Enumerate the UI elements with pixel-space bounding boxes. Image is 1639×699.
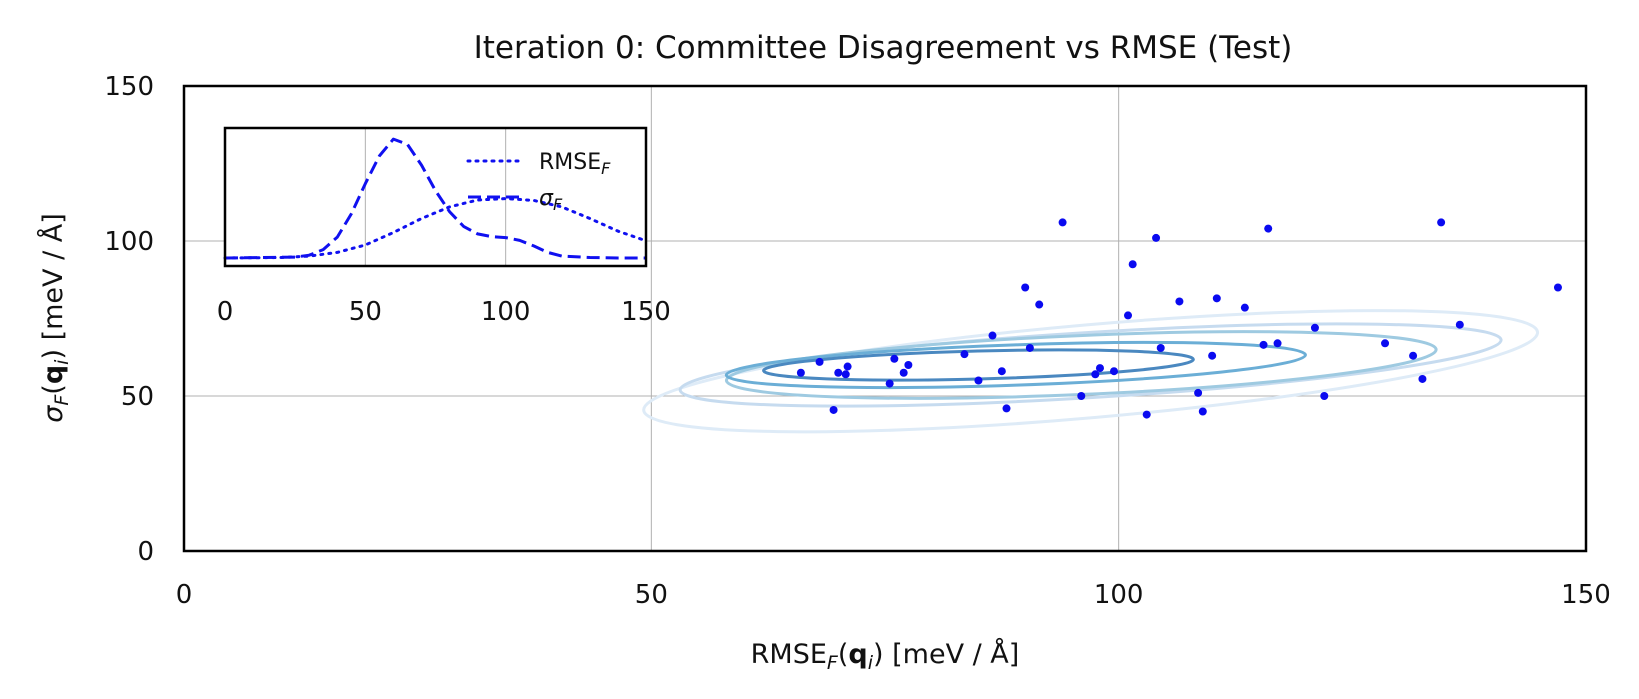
- density-contours: [642, 309, 1540, 434]
- scatter-point: [834, 368, 843, 377]
- scatter-point: [1142, 410, 1151, 419]
- scatter-point: [960, 350, 969, 359]
- scatter-point: [1553, 283, 1562, 292]
- scatter-point: [1058, 218, 1067, 227]
- main-plot-frame: [182, 84, 1588, 553]
- scatter-point: [1208, 351, 1217, 360]
- scatter-point: [1310, 323, 1319, 332]
- scatter-point: [1409, 351, 1418, 360]
- scatter-point: [904, 361, 913, 369]
- y-axis-label-q: q: [38, 365, 69, 384]
- inset-x-tick-label: 50: [349, 297, 382, 327]
- y-axis-label-paren: (: [38, 384, 69, 395]
- chart-title: Iteration 0: Committee Disagreement vs R…: [474, 30, 1293, 66]
- scatter-point: [1240, 303, 1249, 312]
- scatter-point: [1021, 283, 1030, 292]
- scatter-point: [885, 379, 894, 388]
- scatter-point: [1437, 218, 1446, 227]
- scatter-point: [796, 368, 805, 377]
- x-axis-label: RMSEF(qi) [meV / Å]: [751, 638, 1020, 674]
- main-y-tick-label: 0: [137, 537, 154, 567]
- legend-rmse-sub: F: [601, 159, 611, 178]
- scatter-point: [1175, 297, 1184, 306]
- y-axis-label: σF(qi) [meV / Å]: [37, 213, 73, 423]
- main-y-tick-label: 50: [121, 382, 154, 412]
- inset-x-tick-label: 0: [217, 297, 234, 327]
- y-axis-label-main: σ: [38, 405, 69, 423]
- scatter-point: [1128, 260, 1137, 269]
- scatter-point: [841, 370, 850, 379]
- scatter-point: [1194, 388, 1203, 397]
- x-axis-label-q: q: [848, 639, 867, 670]
- inset-plot-frame: [223, 126, 648, 268]
- scatter-point: [1095, 364, 1104, 373]
- contour-level-4: [724, 340, 1307, 390]
- scatter-point: [1109, 367, 1118, 376]
- main-y-tick-labels: 0 50 100 150: [104, 72, 154, 567]
- legend-sigma-main: σ: [539, 186, 554, 211]
- scatter-point: [829, 405, 838, 414]
- inset-legend: RMSEF σF: [466, 150, 611, 214]
- legend-rmse-main: RMSE: [539, 150, 601, 175]
- scatter-point: [1198, 407, 1207, 416]
- x-axis-label-sub: F: [827, 652, 839, 674]
- x-axis-label-unit: ) [meV / Å]: [873, 638, 1019, 670]
- inset-gridlines: [364, 128, 507, 266]
- scatter-point: [988, 331, 997, 340]
- inset-density-lines: [223, 137, 648, 260]
- main-x-tick-labels: 0 50 100 150: [176, 580, 1611, 610]
- inset-x-tick-labels: 0 50 100 150: [217, 297, 671, 327]
- y-axis-label-unit: ) [meV / Å]: [37, 213, 69, 359]
- main-x-tick-label: 100: [1094, 580, 1144, 610]
- scatter-point: [1091, 370, 1100, 379]
- main-x-tick-label: 50: [635, 580, 668, 610]
- scatter-point: [1152, 233, 1161, 242]
- legend-sigma-sub: F: [553, 195, 563, 214]
- scatter-point: [1124, 311, 1133, 320]
- scatter-point: [1381, 339, 1390, 348]
- x-axis-label-paren: (: [838, 639, 849, 670]
- contour-level-2: [678, 322, 1503, 408]
- scatter-points: [796, 218, 1562, 419]
- scatter-point: [899, 368, 908, 377]
- scatter-point: [1320, 392, 1329, 400]
- scatter-point: [974, 376, 983, 385]
- main-y-tick-label: 150: [104, 72, 154, 102]
- scatter-point: [1418, 374, 1427, 383]
- x-axis-label-i: i: [868, 652, 874, 674]
- y-axis-label-i: i: [51, 359, 73, 365]
- scatter-point: [1156, 343, 1165, 352]
- main-x-tick-label: 150: [1561, 580, 1611, 610]
- legend-label-sigma: σF: [539, 186, 563, 214]
- y-axis-label-sub: F: [51, 394, 73, 406]
- scatter-point: [1025, 343, 1034, 352]
- scatter-point: [1077, 392, 1086, 400]
- scatter-point: [1035, 300, 1044, 309]
- scatter-point: [1455, 320, 1464, 329]
- scatter-point: [1264, 224, 1273, 233]
- inset-x-tick-label: 100: [481, 297, 531, 327]
- main-y-tick-label: 100: [104, 227, 154, 257]
- inset-x-tick-label: 150: [621, 297, 671, 327]
- scatter-point: [1002, 404, 1011, 413]
- inset-line-sigma: [224, 137, 646, 260]
- scatter-point: [815, 357, 824, 366]
- contour-level-1: [642, 309, 1540, 434]
- legend-label-rmse: RMSEF: [539, 150, 611, 178]
- inset-line-rmse: [223, 197, 648, 260]
- scatter-point: [1259, 340, 1268, 349]
- x-axis-label-main: RMSE: [751, 639, 827, 670]
- scatter-point: [997, 367, 1006, 376]
- inset-background: [225, 128, 646, 266]
- scatter-point: [890, 354, 899, 363]
- scatter-point: [1212, 294, 1221, 303]
- main-x-tick-label: 0: [176, 580, 193, 610]
- scatter-point: [1273, 339, 1282, 348]
- scatter-point: [843, 362, 852, 371]
